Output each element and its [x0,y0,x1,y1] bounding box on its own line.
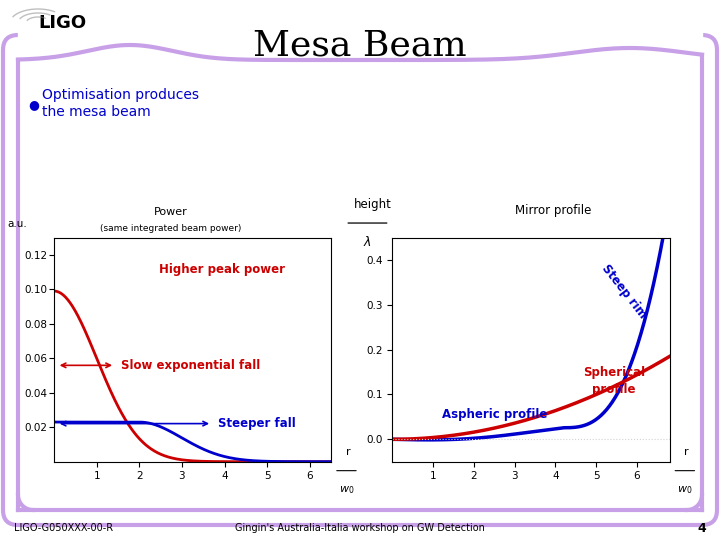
Text: Higher peak power: Higher peak power [159,264,285,276]
Text: height: height [354,198,392,211]
Text: Optimisation produces: Optimisation produces [42,88,199,102]
Text: ●: ● [28,98,39,111]
Text: Mirror profile: Mirror profile [515,205,591,218]
Text: Steeper fall: Steeper fall [217,417,295,430]
Text: Slow exponential fall: Slow exponential fall [120,359,260,372]
Text: $w_0$: $w_0$ [677,484,693,496]
Text: LIGO-G050XXX-00-R: LIGO-G050XXX-00-R [14,523,113,533]
Text: r: r [346,447,350,457]
Text: $\lambda$: $\lambda$ [363,235,372,249]
Text: Gingin's Australia-Italia workshop on GW Detection: Gingin's Australia-Italia workshop on GW… [235,523,485,533]
Text: Power: Power [153,207,187,218]
Text: LIGO: LIGO [38,14,86,32]
Text: Spherical: Spherical [583,366,645,379]
Text: 4: 4 [697,522,706,535]
Text: Steep rim: Steep rim [599,262,649,321]
Text: Mesa Beam: Mesa Beam [253,28,467,62]
Text: profile: profile [593,383,636,396]
Text: a.u.: a.u. [7,219,27,228]
Text: the mesa beam: the mesa beam [42,105,150,119]
Text: Aspheric profile: Aspheric profile [442,408,548,421]
Text: r: r [684,447,688,457]
Text: (same integrated beam power): (same integrated beam power) [100,224,241,233]
Text: $w_0$: $w_0$ [338,484,354,496]
